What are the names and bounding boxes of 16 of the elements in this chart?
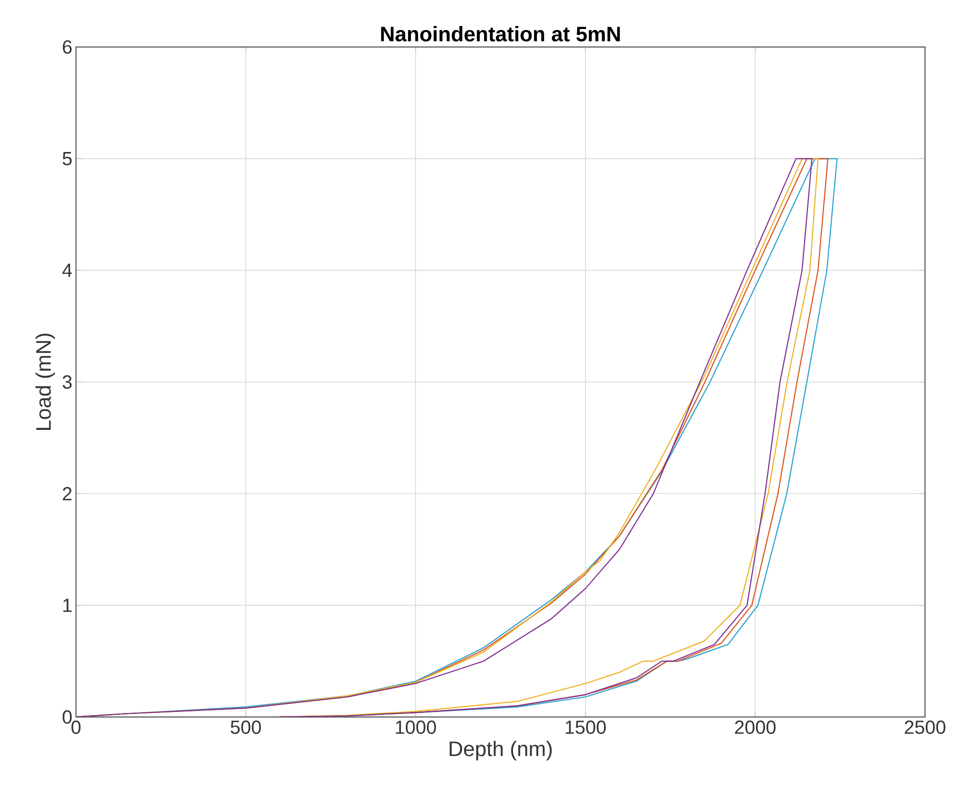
y-tick-label: 5 [62,152,72,166]
x-tick-label: 2500 [904,720,946,734]
x-axis-title: Depth (nm) [450,740,552,760]
y-tick-label: 3 [62,375,72,389]
chart-title: Nanoindentation at 5mN [381,26,620,42]
x-tick-label: 1000 [396,720,436,734]
y-tick-label: 6 [62,40,72,54]
y-tick-label: 1 [63,598,72,612]
x-tick-label: 500 [230,720,261,734]
y-tick-label: 4 [62,264,72,277]
y-axis-title: Load (mN) [35,334,56,430]
y-tick-label: 0 [62,710,72,724]
x-tick-label: 0 [71,720,81,734]
y-tick-label: 2 [62,487,72,500]
x-tick-label: 2000 [735,720,776,734]
x-tick-label: 1500 [566,720,606,734]
